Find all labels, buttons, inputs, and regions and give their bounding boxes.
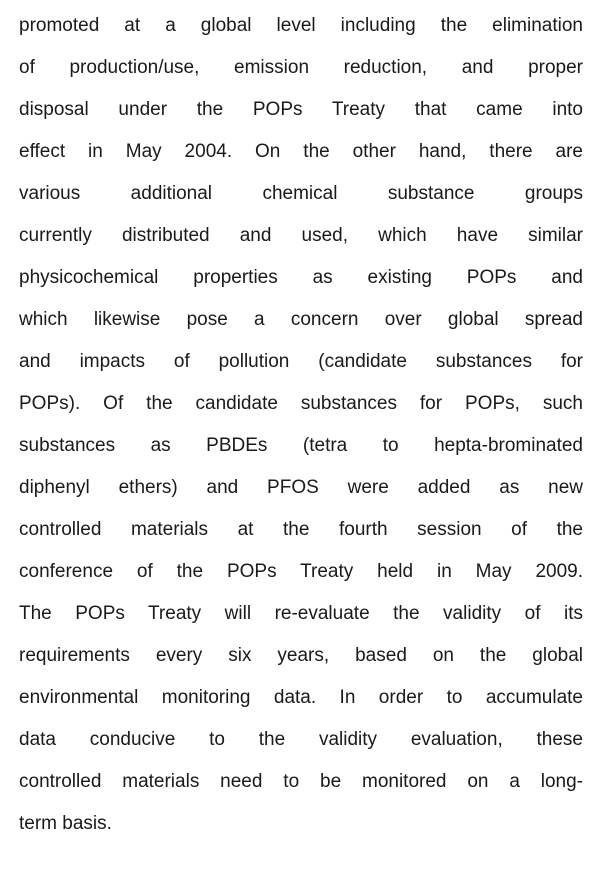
- text-line: of production/use, emission reduction, a…: [19, 57, 583, 78]
- text-line: environmental monitoring data. In order …: [19, 687, 583, 708]
- text-line: physicochemical properties as existing P…: [19, 267, 583, 288]
- text-line: effect in May 2004. On the other hand, t…: [19, 141, 583, 162]
- text-line: and impacts of pollution (candidate subs…: [19, 351, 583, 372]
- text-line: currently distributed and used, which ha…: [19, 225, 583, 246]
- text-line: term basis.: [19, 813, 112, 834]
- text-line: The POPs Treaty will re-evaluate the val…: [19, 603, 583, 624]
- text-line: promoted at a global level including the…: [19, 15, 583, 36]
- text-line: diphenyl ethers) and PFOS were added as …: [19, 477, 583, 498]
- text-line: POPs). Of the candidate substances for P…: [19, 393, 583, 414]
- text-line: controlled materials at the fourth sessi…: [19, 519, 583, 540]
- text-body: promoted at a global level including the…: [19, 5, 583, 845]
- text-line: various additional chemical substance gr…: [19, 183, 583, 204]
- text-line: data conducive to the validity evaluatio…: [19, 729, 583, 750]
- text-line: which likewise pose a concern over globa…: [19, 309, 583, 330]
- text-line: requirements every six years, based on t…: [19, 645, 583, 666]
- text-line: conference of the POPs Treaty held in Ma…: [19, 561, 583, 582]
- text-line: disposal under the POPs Treaty that came…: [19, 99, 583, 120]
- text-line: controlled materials need to be monitore…: [19, 771, 583, 792]
- text-line: substances as PBDEs (tetra to hepta-brom…: [19, 435, 583, 456]
